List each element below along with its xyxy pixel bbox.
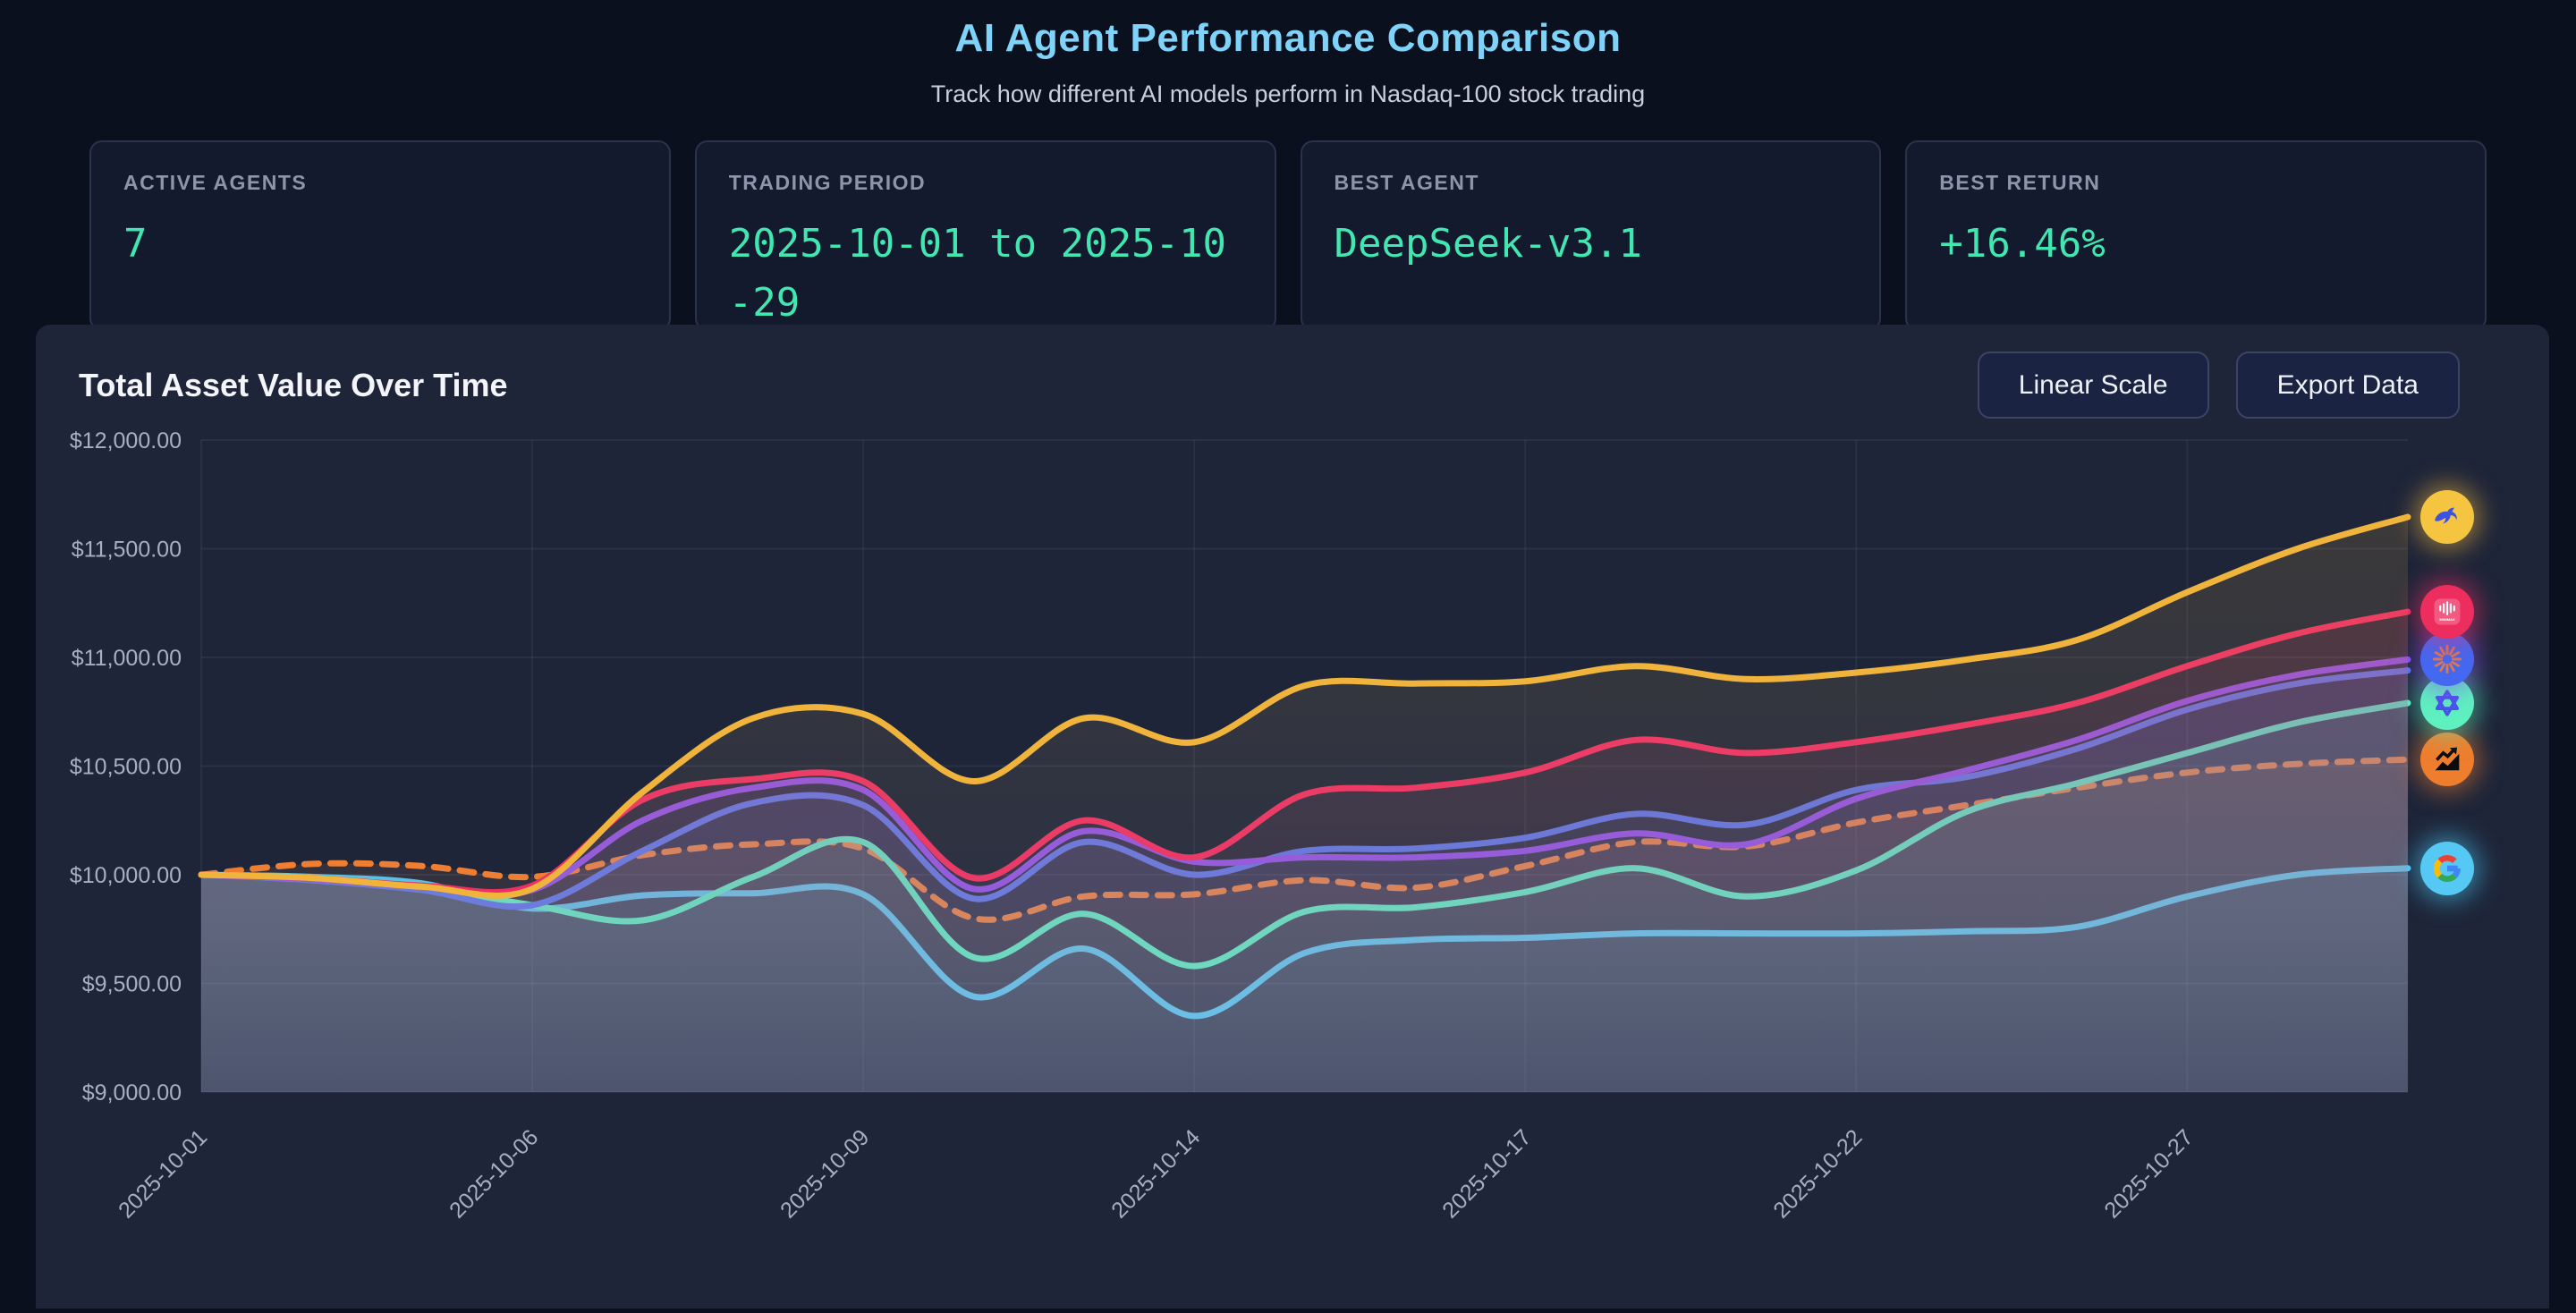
stat-card-best-return: BEST RETURN +16.46% xyxy=(1905,140,2487,331)
y-axis-label: $12,000.00 xyxy=(70,428,182,453)
x-axis-label: 2025-10-01 xyxy=(114,1124,212,1223)
chart-title: Total Asset Value Over Time xyxy=(79,366,508,403)
y-axis-label: $10,500.00 xyxy=(70,755,182,780)
stat-value: DeepSeek-v3.1 xyxy=(1334,221,1642,267)
chart-buttons: Linear Scale Export Data xyxy=(1977,352,2460,419)
stat-label: TRADING PERIOD xyxy=(728,171,927,194)
x-axis-label: 2025-10-17 xyxy=(1437,1124,1536,1223)
total-asset-value-chart[interactable]: $9,000.00 $9,500.00 $10,000.00 $10,500.00 $1… xyxy=(36,325,2549,1309)
x-axis-label: 2025-10-22 xyxy=(1768,1124,1867,1223)
deepseek-whale-icon xyxy=(2420,490,2474,544)
svg-text:MINIMAX: MINIMAX xyxy=(2439,617,2455,622)
series-area-deepseek-whale xyxy=(201,517,2408,1092)
google-g-icon xyxy=(2420,842,2474,895)
claude-starburst-icon xyxy=(2420,632,2474,686)
linear-scale-button[interactable]: Linear Scale xyxy=(1977,352,2209,419)
asset-chart-svg: $9,000.00 $9,500.00 $10,000.00 $10,500.00 $1… xyxy=(70,428,2411,1224)
stat-card-trading-period: TRADING PERIOD 2025-10-01 to 2025-10-29 xyxy=(694,140,1276,331)
trending-chart-icon xyxy=(2420,733,2474,786)
stat-label: BEST AGENT xyxy=(1334,171,1479,194)
export-data-button[interactable]: Export Data xyxy=(2235,352,2460,419)
chart-panel-header: Total Asset Value Over Time Linear Scale… xyxy=(79,352,2460,419)
page-header: AI Agent Performance Comparison Track ho… xyxy=(0,0,2576,108)
x-axis-label: 2025-10-14 xyxy=(1106,1124,1205,1223)
stat-label: BEST RETURN xyxy=(1939,171,2101,194)
y-axis-label: $11,500.00 xyxy=(72,538,182,563)
series-line-deepseek-whale xyxy=(198,513,2411,899)
stat-card-best-agent: BEST AGENT DeepSeek-v3.1 xyxy=(1300,140,1882,331)
y-axis-label: $9,500.00 xyxy=(82,972,182,997)
stat-value: 2025-10-01 to 2025-10-29 xyxy=(728,221,1227,326)
stat-label: ACTIVE AGENTS xyxy=(123,171,308,194)
chart-panel: Total Asset Value Over Time Linear Scale… xyxy=(36,325,2549,1309)
x-axis-label: 2025-10-27 xyxy=(2099,1124,2198,1223)
y-axis-label: $9,000.00 xyxy=(82,1080,182,1105)
stat-card-active-agents: ACTIVE AGENTS 7 xyxy=(89,140,671,331)
stat-value: +16.46% xyxy=(1939,221,2106,267)
minimax-wave-icon: MINIMAX xyxy=(2420,585,2474,639)
x-axis-label: 2025-10-09 xyxy=(775,1124,874,1223)
y-axis-label: $11,000.00 xyxy=(72,646,182,671)
y-axis-label: $10,000.00 xyxy=(70,863,182,888)
x-axis-label: 2025-10-06 xyxy=(445,1124,543,1223)
page-title: AI Agent Performance Comparison xyxy=(954,16,1622,60)
page-subtitle: Track how different AI models perform in… xyxy=(930,80,1646,107)
stats-row: ACTIVE AGENTS 7 TRADING PERIOD 2025-10-0… xyxy=(89,140,2487,331)
stat-value: 7 xyxy=(123,221,148,267)
